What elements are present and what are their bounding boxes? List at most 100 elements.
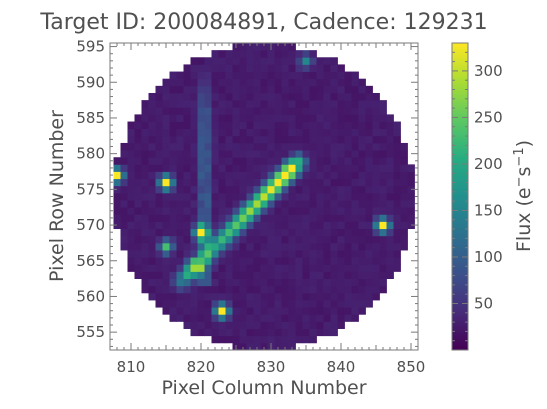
- heatmap-cell: [281, 178, 289, 187]
- heatmap-cell: [316, 292, 324, 301]
- heatmap-cell: [211, 335, 219, 344]
- heatmap-cell: [365, 235, 373, 244]
- heatmap-cell: [204, 85, 212, 94]
- heatmap-cell: [281, 278, 289, 287]
- heatmap-cell: [232, 321, 240, 329]
- heatmap-cell: [204, 228, 212, 237]
- heatmap-cell: [323, 221, 331, 230]
- heatmap-cell: [302, 285, 310, 294]
- heatmap-cell: [197, 92, 205, 101]
- heatmap-cell: [302, 300, 310, 308]
- heatmap-cell: [183, 114, 191, 122]
- heatmap-cell: [288, 178, 296, 187]
- heatmap-cell: [232, 257, 240, 265]
- heatmap-cell: [148, 285, 156, 294]
- heatmap-cell: [155, 114, 163, 122]
- heatmap-cell: [134, 121, 142, 130]
- heatmap-cell: [169, 264, 177, 272]
- heatmap-cell: [267, 64, 275, 72]
- heatmap-cell: [260, 300, 268, 308]
- heatmap-cell: [323, 85, 331, 94]
- heatmap-cell: [351, 71, 359, 80]
- heatmap-cell: [162, 85, 170, 94]
- heatmap-cell: [134, 228, 142, 237]
- heatmap-cell: [197, 328, 205, 337]
- heatmap-cell: [344, 200, 352, 208]
- heatmap-cell: [190, 264, 198, 272]
- heatmap-cell: [295, 178, 303, 187]
- heatmap-cell: [379, 250, 387, 258]
- heatmap-cell: [281, 164, 289, 172]
- heatmap-cell: [176, 257, 184, 265]
- heatmap-cell: [372, 100, 380, 108]
- heatmap-cell: [316, 271, 324, 280]
- heatmap-cell: [386, 271, 394, 280]
- heatmap-cell: [211, 85, 219, 94]
- y-tick-label: 570: [76, 216, 105, 234]
- heatmap-cell: [260, 250, 268, 258]
- heatmap-cell: [113, 200, 121, 208]
- heatmap-cell: [323, 142, 331, 151]
- heatmap-cell: [162, 135, 170, 144]
- heatmap-cell: [323, 250, 331, 258]
- heatmap-cell: [239, 142, 247, 151]
- y-tick-label: 580: [76, 145, 105, 163]
- heatmap-cell: [274, 64, 282, 72]
- heatmap-cell: [190, 242, 198, 251]
- heatmap-cell: [281, 321, 289, 329]
- heatmap-cell: [351, 221, 359, 230]
- heatmap-cell: [372, 92, 380, 101]
- heatmap-cell: [169, 185, 177, 194]
- heatmap-cell: [204, 142, 212, 151]
- heatmap-cell: [281, 142, 289, 151]
- heatmap-cell: [197, 142, 205, 151]
- heatmap-cell: [281, 214, 289, 222]
- heatmap-cell: [288, 100, 296, 108]
- heatmap-cell: [246, 150, 254, 158]
- heatmap-cell: [253, 150, 261, 158]
- heatmap-cell: [344, 78, 352, 87]
- heatmap-cell: [288, 321, 296, 329]
- heatmap-cell: [183, 200, 191, 208]
- heatmap-cell: [148, 114, 156, 122]
- heatmap-cell: [267, 314, 275, 322]
- heatmap-cell: [148, 142, 156, 151]
- heatmap-cell: [400, 142, 408, 151]
- heatmap-cell: [323, 228, 331, 237]
- heatmap-cell: [260, 43, 268, 51]
- heatmap-cell: [309, 214, 317, 222]
- y-tick-label: 555: [76, 323, 105, 341]
- heatmap-cell: [211, 100, 219, 108]
- heatmap-cell: [253, 107, 261, 115]
- heatmap-cell: [295, 100, 303, 108]
- heatmap-cell: [204, 171, 212, 180]
- heatmap-cell: [127, 150, 135, 158]
- heatmap-cell: [323, 200, 331, 208]
- heatmap-cell: [197, 178, 205, 187]
- heatmap-cell: [372, 242, 380, 251]
- heatmap-cell: [134, 264, 142, 272]
- heatmap-cell: [351, 307, 359, 315]
- heatmap-cell: [260, 142, 268, 151]
- heatmap-cell: [358, 157, 366, 165]
- heatmap-cell: [316, 228, 324, 237]
- heatmap-cell: [260, 335, 268, 344]
- heatmap-cell: [155, 300, 163, 308]
- heatmap-cell: [197, 114, 205, 122]
- heatmap-cell: [302, 64, 310, 72]
- heatmap-cell: [225, 285, 233, 294]
- heatmap-cell: [407, 178, 415, 187]
- heatmap-cell: [239, 192, 247, 201]
- heatmap-cell: [330, 57, 338, 65]
- heatmap-cell: [281, 328, 289, 337]
- heatmap-cell: [316, 64, 324, 72]
- heatmap-cell: [393, 214, 401, 222]
- heatmap-cell: [379, 278, 387, 287]
- heatmap-cell: [141, 221, 149, 230]
- heatmap-cell: [183, 242, 191, 251]
- heatmap-cell: [134, 185, 142, 194]
- heatmap-cell: [204, 207, 212, 215]
- heatmap-cell: [162, 150, 170, 158]
- heatmap-cell: [239, 235, 247, 244]
- heatmap-cell: [358, 285, 366, 294]
